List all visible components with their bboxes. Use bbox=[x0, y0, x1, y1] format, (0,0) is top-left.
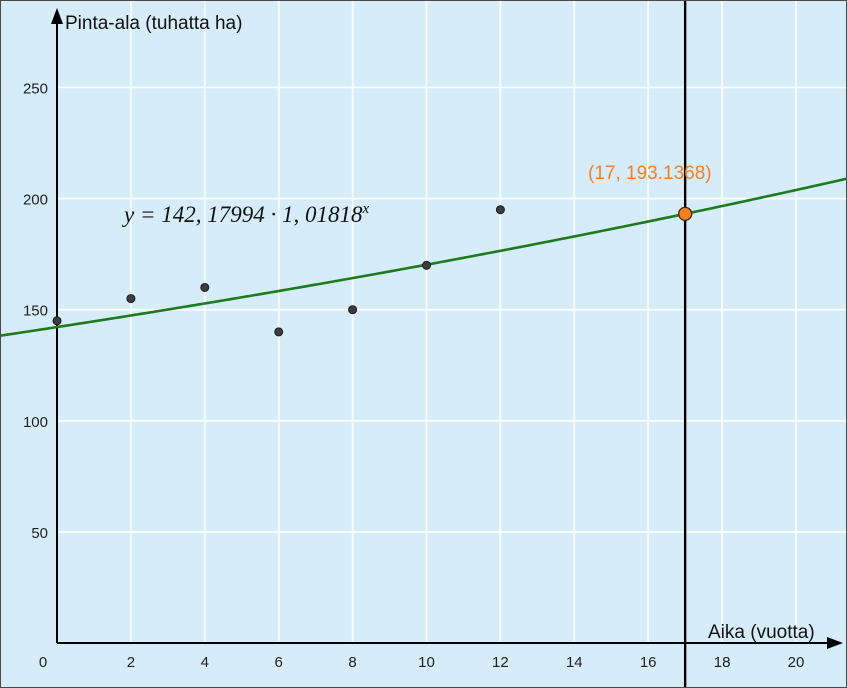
x-tick-label-20: 20 bbox=[788, 654, 805, 671]
x-tick-label-2: 2 bbox=[127, 654, 135, 671]
x-tick-label-6: 6 bbox=[275, 654, 283, 671]
equation-main: y = 142, 17994 · 1, 01818 bbox=[122, 202, 363, 227]
x-tick-label-16: 16 bbox=[640, 654, 657, 671]
y-axis-title: Pinta-ala (tuhatta ha) bbox=[65, 13, 242, 34]
x-tick-label-14: 14 bbox=[566, 654, 583, 671]
y-tick-label-200: 200 bbox=[23, 192, 48, 209]
y-axis-arrow bbox=[51, 8, 63, 24]
axes bbox=[51, 8, 843, 649]
data-point-3 bbox=[200, 282, 210, 292]
x-tick-label-8: 8 bbox=[348, 654, 356, 671]
tick-labels: 0 2 4 6 8 10 12 14 16 18 20 50 100 150 200 250 bbox=[23, 81, 804, 672]
x-tick-label-12: 12 bbox=[492, 654, 509, 671]
grid bbox=[57, 1, 846, 643]
data-points bbox=[52, 205, 693, 337]
y-tick-label-50: 50 bbox=[31, 525, 48, 542]
equation-exponent: x bbox=[361, 201, 369, 217]
data-point-2 bbox=[126, 294, 136, 304]
y-tick-label-250: 250 bbox=[23, 81, 48, 98]
x-tick-label-10: 10 bbox=[418, 654, 435, 671]
highlight-point-label: (17, 193.1368) bbox=[588, 163, 712, 184]
y-tick-label-100: 100 bbox=[23, 414, 48, 431]
data-point-7 bbox=[495, 205, 505, 215]
x-tick-label-4: 4 bbox=[201, 654, 209, 671]
x-axis-title: Aika (vuotta) bbox=[708, 622, 815, 643]
data-point-1 bbox=[52, 316, 62, 326]
x-tick-label-18: 18 bbox=[714, 654, 731, 671]
y-tick-label-150: 150 bbox=[23, 303, 48, 320]
equation-label: y = 142, 17994 · 1, 01818x bbox=[122, 201, 369, 227]
data-point-4 bbox=[274, 327, 284, 337]
x-tick-label-0: 0 bbox=[39, 654, 47, 671]
data-point-6 bbox=[422, 260, 431, 270]
x-axis-arrow bbox=[827, 637, 843, 649]
highlight-point bbox=[678, 206, 693, 222]
data-point-5 bbox=[348, 305, 358, 315]
annotation-layer: y = 142, 17994 · 1, 01818x (17, 193.1368… bbox=[65, 13, 815, 643]
